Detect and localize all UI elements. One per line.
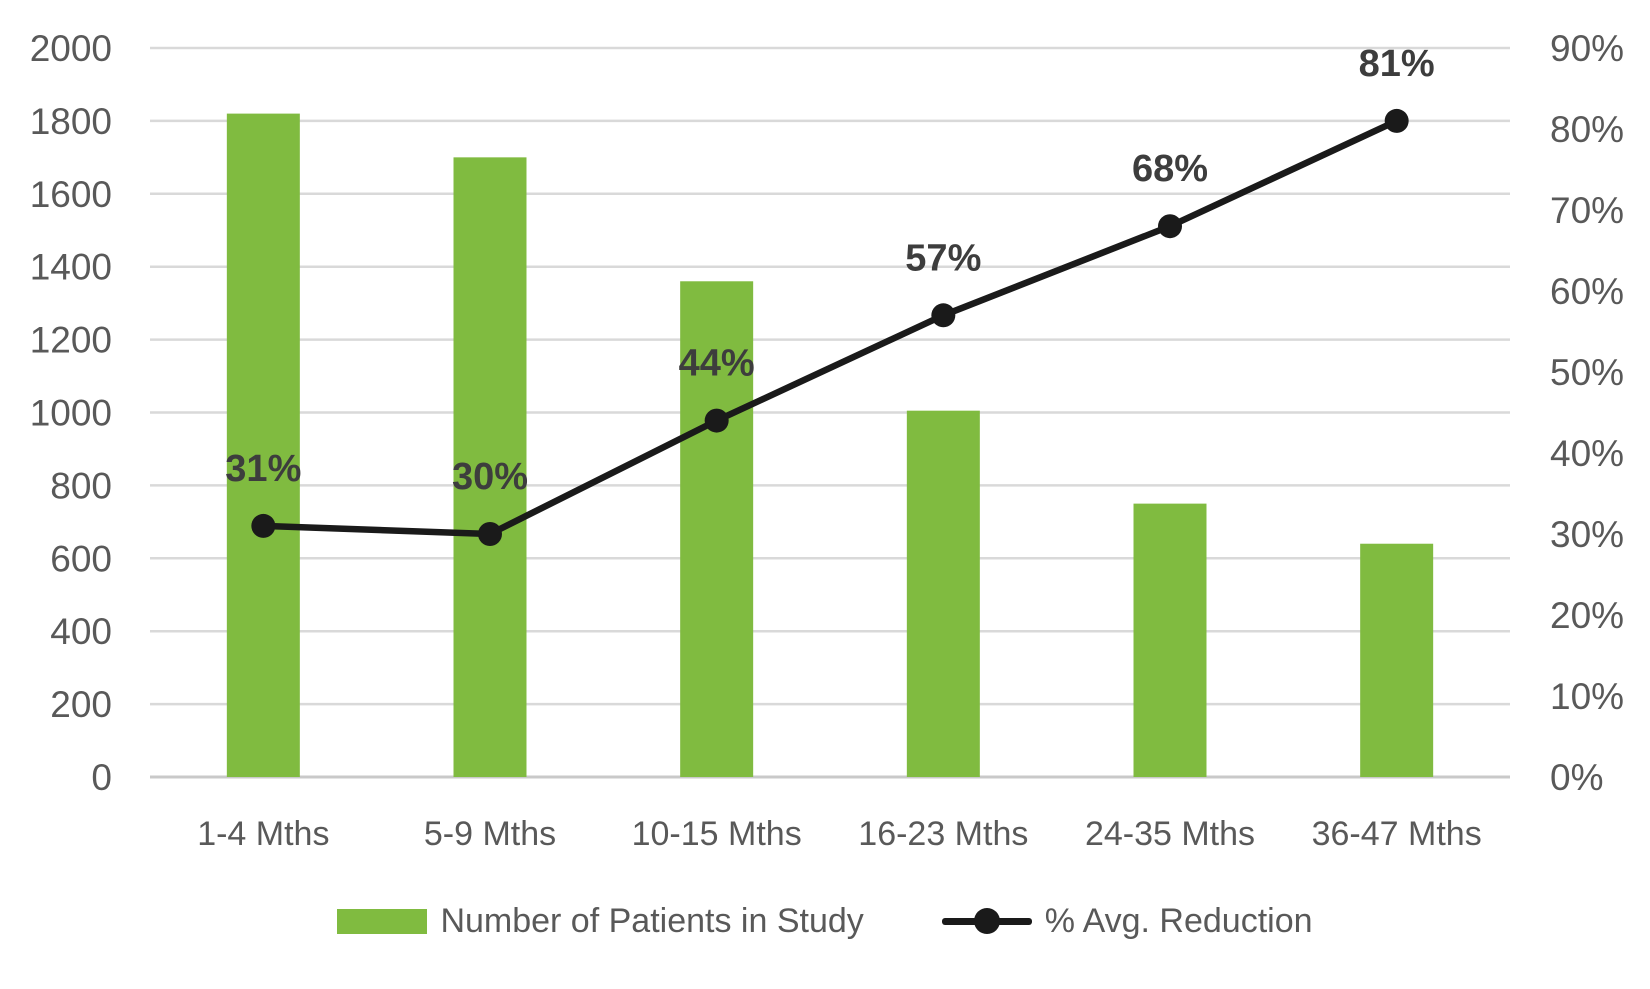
data-point: [931, 303, 956, 328]
right-axis-tick-label: 10%: [1550, 676, 1624, 717]
data-label: 68%: [1132, 148, 1208, 190]
right-axis-tick-label: 60%: [1550, 271, 1624, 312]
category-label: 24-35 Mths: [1085, 815, 1255, 853]
bar-patients: [906, 410, 980, 777]
left-axis-tick-label: 800: [50, 465, 112, 506]
left-axis-tick-label: 200: [50, 684, 112, 725]
left-axis-tick-label: 1800: [30, 101, 112, 142]
left-axis-tick-label: 0: [91, 757, 112, 798]
data-label: 81%: [1359, 43, 1435, 85]
left-axis-tick-label: 2000: [30, 28, 112, 69]
category-label: 10-15 Mths: [632, 815, 802, 853]
left-axis-tick-label: 1400: [30, 247, 112, 288]
legend-item-avg-reduction: % Avg. Reduction: [941, 901, 1313, 941]
left-axis-tick-label: 1600: [30, 174, 112, 215]
data-point: [478, 522, 502, 546]
legend: Number of Patients in Study % Avg. Reduc…: [0, 891, 1650, 951]
right-axis-tick-label: 50%: [1550, 352, 1624, 393]
category-label: 5-9 Mths: [424, 815, 556, 853]
left-axis-tick-label: 600: [50, 538, 112, 579]
data-point: [1384, 108, 1409, 133]
legend-bar-swatch-icon: [337, 908, 428, 934]
bar-patients: [1360, 543, 1434, 777]
right-axis-tick-label: 70%: [1550, 190, 1624, 231]
bar-patients: [1133, 503, 1207, 777]
category-label: 1-4 Mths: [197, 815, 329, 853]
legend-label-patients: Number of Patients in Study: [440, 901, 864, 940]
data-label: 44%: [679, 343, 755, 385]
right-axis-tick-label: 40%: [1550, 433, 1624, 474]
legend-line-marker-icon: [941, 907, 1032, 935]
bar-patients: [226, 113, 300, 778]
left-axis-tick-label: 1200: [30, 320, 112, 361]
bar-patients: [453, 157, 527, 778]
right-axis-tick-label: 90%: [1550, 28, 1624, 69]
right-axis-tick-label: 20%: [1550, 595, 1624, 636]
data-point: [704, 408, 729, 433]
legend-label-avg-reduction: % Avg. Reduction: [1044, 901, 1313, 940]
category-label: 16-23 Mths: [858, 815, 1028, 853]
left-axis-tick-label: 400: [50, 611, 112, 652]
data-point: [251, 513, 276, 538]
category-label: 36-47 Mths: [1312, 815, 1482, 853]
data-label: 31%: [225, 448, 301, 490]
data-label: 30%: [452, 456, 528, 498]
right-axis-tick-label: 80%: [1550, 109, 1624, 150]
right-axis-tick-label: 0%: [1550, 757, 1603, 798]
legend-item-patients: Number of Patients in Study: [337, 901, 864, 941]
bar-patients: [680, 281, 754, 777]
data-point: [1158, 214, 1182, 239]
trend-line: [260, 117, 1400, 538]
left-axis-tick-label: 1000: [30, 393, 112, 434]
right-axis-tick-label: 30%: [1550, 514, 1624, 555]
data-label: 57%: [905, 237, 981, 279]
